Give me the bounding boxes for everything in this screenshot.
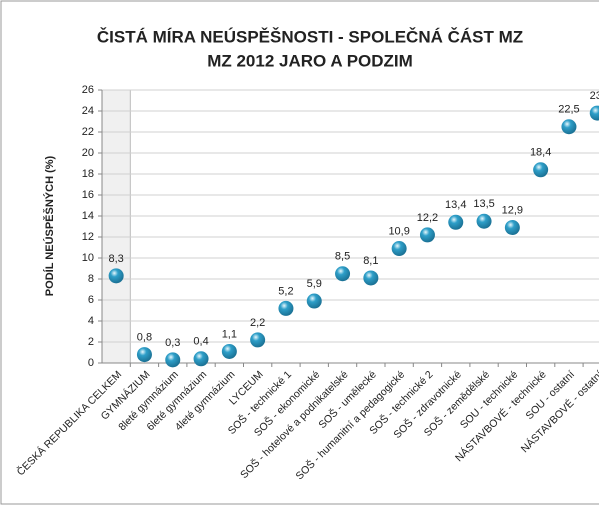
y-tick-label: 14 [82,210,94,222]
point [278,300,294,316]
point [476,213,492,229]
chart-title: ČISTÁ MÍRA NEÚSPĚŠNOSTI - SPOLEČNÁ ČÁST … [97,27,523,46]
y-tick-label: 22 [82,126,94,138]
value-label: 12,2 [417,212,438,224]
y-axis-label: PODÍL NEÚSPĚŠNÝCH (%) [43,155,56,296]
y-tick-label: 4 [88,315,94,327]
value-label: 2,2 [250,317,265,329]
y-tick-label: 26 [82,84,94,96]
point [391,241,407,257]
value-label: 13,4 [445,199,466,211]
point [335,266,351,282]
point [136,347,152,363]
value-label: 1,1 [222,328,237,340]
point [589,105,599,121]
point [448,214,464,230]
y-tick-label: 10 [82,252,94,264]
point [363,270,379,286]
value-label: 23, [590,90,599,102]
y-tick-label: 2 [88,336,94,348]
point [306,293,322,309]
point [165,352,181,368]
point [419,227,435,243]
point [504,220,520,236]
value-label: 0,3 [165,337,180,349]
point [193,351,209,367]
value-label: 5,2 [278,285,293,297]
value-label: 8,5 [335,251,350,263]
value-label: 0,4 [193,336,208,348]
point [561,119,577,135]
point [533,162,549,178]
value-label: 12,9 [502,204,523,216]
y-tick-label: 20 [82,147,94,159]
value-label: 22,5 [558,104,579,116]
value-label: 5,9 [307,278,322,290]
point [108,268,124,284]
y-tick-label: 24 [82,105,94,117]
x-tick-label: ČESKÁ REPUBLIKA CELKEM [14,368,124,478]
point [250,332,266,348]
y-tick-label: 16 [82,189,94,201]
y-tick-label: 12 [82,231,94,243]
highlight-band [101,89,131,364]
x-tick-label: GYMNÁZIUM [98,368,153,423]
value-label: 0,8 [137,332,152,344]
value-label: 10,9 [388,225,409,237]
value-label: 18,4 [530,147,551,159]
y-tick-label: 8 [88,273,94,285]
value-label: 13,5 [473,198,494,210]
value-label: 8,3 [109,253,124,265]
y-tick-label: 0 [88,357,94,369]
value-label: 8,1 [363,255,378,267]
point [221,343,237,359]
y-tick-label: 6 [88,294,94,306]
chart-subtitle: MZ 2012 JARO A PODZIM [207,51,413,70]
y-tick-label: 18 [82,168,94,180]
